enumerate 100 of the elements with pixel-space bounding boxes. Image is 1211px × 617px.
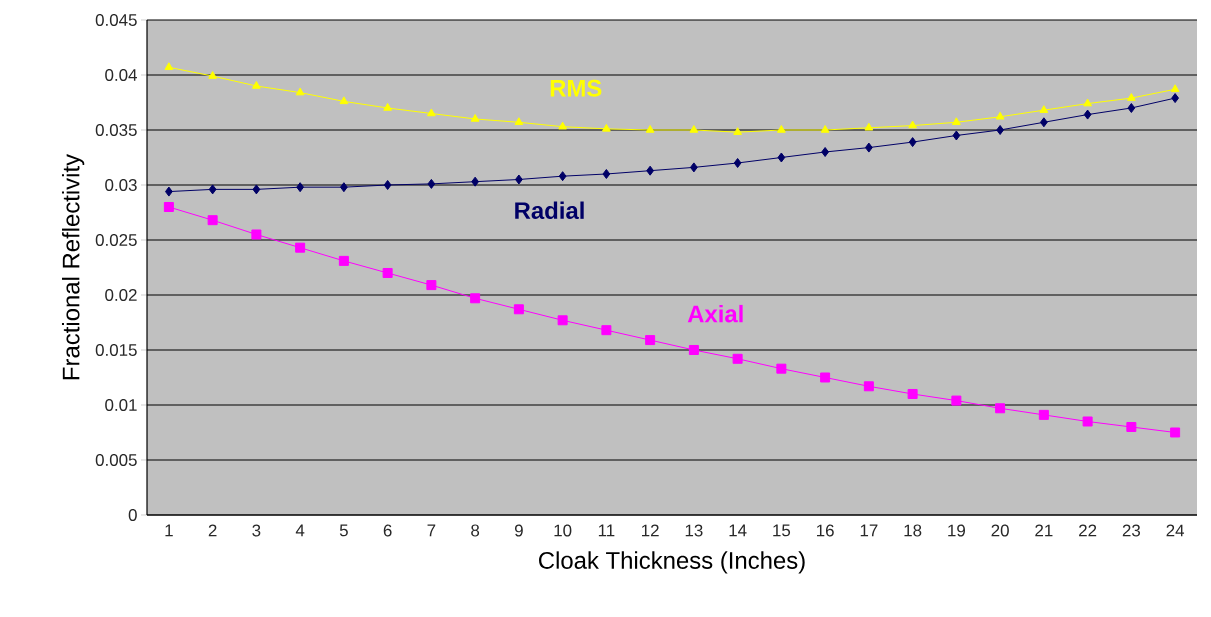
point [339, 96, 349, 105]
y-tick-label: 0.02 [105, 288, 137, 301]
point [1170, 84, 1180, 93]
x-tick-label: 9 [514, 524, 523, 537]
point [427, 178, 436, 189]
x-tick-label: 3 [252, 524, 261, 537]
x-axis-title: Cloak Thickness (Inches) [539, 551, 805, 574]
point [470, 293, 481, 304]
point [1083, 109, 1092, 120]
x-tick-label: 17 [860, 524, 878, 537]
point [602, 168, 611, 179]
point [645, 335, 656, 346]
point [1040, 117, 1048, 128]
x-tick-label: 19 [948, 524, 965, 537]
point [252, 184, 261, 195]
y-tick-label: 0.015 [95, 343, 137, 356]
series-label: Axial [687, 304, 743, 323]
x-tick-label: 12 [642, 524, 659, 537]
point [558, 171, 567, 182]
point [1126, 93, 1136, 101]
point [908, 137, 917, 148]
point [1039, 105, 1049, 113]
x-tick-label: 5 [339, 524, 348, 537]
point [383, 102, 393, 111]
point [1127, 102, 1136, 113]
point [776, 124, 786, 133]
y-tick-label: 0.045 [95, 13, 137, 26]
x-tick-label: 13 [685, 524, 703, 537]
y-tick-label: 0.01 [105, 398, 137, 411]
point [1082, 416, 1093, 427]
point [995, 403, 1006, 414]
x-tick-label: 4 [295, 524, 305, 537]
x-tick-label: 6 [383, 524, 392, 537]
point [908, 120, 918, 129]
x-tick-label: 10 [554, 524, 572, 537]
x-tick-label: 15 [773, 524, 791, 537]
point [951, 395, 962, 406]
point [1038, 409, 1049, 420]
point [557, 315, 568, 326]
point [863, 381, 874, 392]
point [952, 130, 961, 141]
point [821, 146, 829, 157]
x-tick-label: 22 [1079, 524, 1097, 537]
x-tick-label: 20 [991, 524, 1009, 537]
y-tick-label: 0.035 [95, 123, 137, 136]
y-axis-title: Fractional Reflectivity [61, 153, 85, 380]
point [340, 182, 348, 193]
point [645, 124, 655, 133]
x-tick-label: 23 [1122, 524, 1141, 537]
point [471, 176, 480, 187]
point [646, 165, 654, 176]
point [689, 124, 699, 133]
point [513, 304, 524, 315]
x-tick-label: 2 [208, 524, 217, 537]
point [820, 372, 831, 383]
series-label: Radial [515, 201, 584, 220]
point [208, 184, 217, 195]
point [777, 152, 786, 163]
point [426, 280, 437, 291]
point [165, 186, 173, 197]
y-tick-label: 0.005 [95, 453, 137, 466]
point [996, 124, 1004, 135]
point [296, 182, 305, 193]
point [776, 363, 787, 374]
x-tick-label: 7 [427, 524, 436, 537]
point [995, 111, 1005, 120]
point [295, 87, 305, 96]
point [426, 108, 436, 117]
point [515, 174, 523, 185]
x-tick-label: 8 [471, 524, 480, 537]
x-tick-label: 16 [817, 524, 834, 537]
point [733, 157, 742, 168]
point [338, 255, 349, 266]
point [207, 215, 218, 226]
point [163, 201, 174, 212]
point [251, 80, 261, 89]
y-tick-label: 0.04 [105, 68, 137, 81]
point [732, 353, 743, 364]
point [733, 127, 743, 135]
point [558, 121, 568, 130]
point [295, 242, 306, 253]
point [690, 162, 698, 173]
point [164, 62, 174, 71]
x-tick-label: 14 [729, 524, 747, 537]
point [864, 122, 874, 131]
point [470, 113, 480, 122]
point [514, 117, 524, 126]
y-tick-label: 0.025 [95, 233, 137, 246]
y-tick-label: 0.03 [105, 178, 137, 191]
x-tick-label: 24 [1166, 524, 1185, 537]
point [907, 388, 918, 399]
point [951, 117, 961, 126]
point [601, 325, 612, 336]
point [820, 124, 830, 133]
point [251, 229, 262, 240]
series-label: RMS [550, 79, 602, 97]
point [383, 179, 392, 190]
point [1126, 421, 1137, 432]
point [601, 123, 611, 132]
x-tick-label: 11 [598, 524, 615, 537]
